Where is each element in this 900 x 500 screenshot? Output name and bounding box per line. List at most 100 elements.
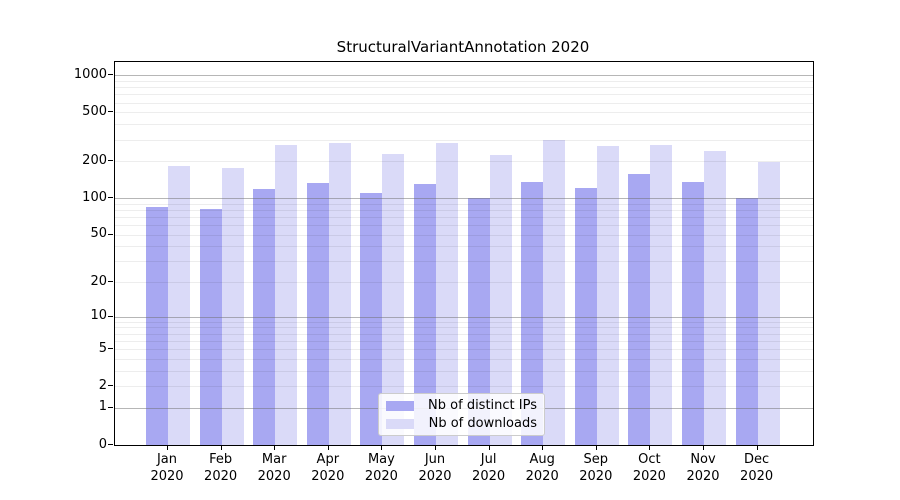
gridline-minor-80 <box>115 209 813 211</box>
x-tick-label-dec: Dec 2020 <box>740 452 774 484</box>
y-tick-mark-100 <box>108 197 113 199</box>
x-tick-mark-sep <box>595 445 597 450</box>
legend-swatch-distinct-ips <box>386 400 414 411</box>
x-tick-mark-dec <box>756 445 758 450</box>
gridline-major-1000 <box>115 75 813 77</box>
bar-sep-downloads <box>596 145 619 445</box>
y-tick-mark-5 <box>108 348 113 350</box>
y-tick-mark-1000 <box>108 74 113 76</box>
bar-sep-distinct-ips <box>574 188 597 445</box>
x-tick-mark-mar <box>274 445 276 450</box>
y-tick-label-0: 0 <box>98 436 107 452</box>
gridline-minor-6 <box>115 340 813 342</box>
y-tick-label-200: 200 <box>82 152 107 168</box>
gridline-minor-9 <box>115 321 813 323</box>
bar-nov-downloads <box>704 150 726 445</box>
y-tick-label-50: 50 <box>90 226 107 242</box>
x-tick-mark-apr <box>327 445 329 450</box>
gridline-minor-8 <box>115 327 813 329</box>
y-tick-mark-10 <box>108 315 113 317</box>
bar-apr-downloads <box>328 143 351 445</box>
plot-area <box>114 61 814 446</box>
y-tick-mark-1 <box>108 406 113 408</box>
x-tick-mark-feb <box>220 445 222 450</box>
bar-dec-downloads <box>757 162 780 445</box>
x-tick-mark-nov <box>703 445 704 450</box>
gridline-minor-900 <box>115 81 813 82</box>
x-tick-label-feb: Feb 2020 <box>204 452 238 484</box>
y-tick-mark-200 <box>108 160 113 162</box>
bar-mar-downloads <box>275 144 298 445</box>
y-tick-label-10: 10 <box>90 308 107 324</box>
bar-jun-downloads <box>436 142 458 445</box>
legend: Nb of distinct IPs Nb of downloads <box>378 393 545 436</box>
bar-oct-distinct-ips <box>628 174 651 445</box>
x-tick-label-jun: Jun 2020 <box>418 452 452 484</box>
x-tick-label-apr: Apr 2020 <box>311 452 345 484</box>
x-tick-label-oct: Oct 2020 <box>632 452 666 484</box>
gridline-minor-70 <box>115 216 813 218</box>
y-tick-mark-2 <box>108 385 113 387</box>
x-tick-mark-oct <box>649 445 651 450</box>
bar-may-downloads <box>382 154 405 445</box>
bar-jan-downloads <box>168 166 190 445</box>
x-tick-mark-jul <box>488 445 490 450</box>
x-tick-label-mar: Mar 2020 <box>257 452 291 484</box>
gridline-minor-7 <box>115 333 813 335</box>
bar-jul-downloads <box>489 154 512 445</box>
gridline-minor-700 <box>115 94 813 96</box>
bar-jan-distinct-ips <box>146 207 168 445</box>
y-tick-mark-50 <box>108 233 113 235</box>
legend-swatch-downloads <box>386 418 414 429</box>
y-tick-mark-20 <box>108 281 113 283</box>
gridline-minor-400 <box>115 124 813 126</box>
bar-jul-distinct-ips <box>467 197 490 445</box>
bar-aug-downloads <box>543 139 566 445</box>
gridline-minor-5 <box>115 349 813 351</box>
gridline-minor-30 <box>115 261 813 263</box>
gridline-minor-2 <box>115 386 813 388</box>
y-tick-label-100: 100 <box>82 189 107 205</box>
bar-oct-downloads <box>650 144 673 445</box>
gridline-minor-300 <box>115 139 813 141</box>
y-tick-mark-500 <box>108 111 113 113</box>
bar-feb-distinct-ips <box>199 208 222 445</box>
bar-aug-distinct-ips <box>521 182 544 445</box>
gridline-major-100 <box>115 198 813 200</box>
x-tick-label-jan: Jan 2020 <box>150 452 184 484</box>
bar-apr-distinct-ips <box>306 183 329 445</box>
legend-item-downloads: Nb of downloads <box>386 416 537 431</box>
bar-dec-distinct-ips <box>735 197 758 445</box>
legend-label-distinct-ips: Nb of distinct IPs <box>428 398 537 413</box>
gridline-minor-40 <box>115 246 813 248</box>
x-tick-label-may: May 2020 <box>364 452 398 484</box>
gridline-minor-50 <box>115 234 813 236</box>
y-tick-mark-0 <box>108 444 113 445</box>
gridline-minor-3 <box>115 370 813 372</box>
bar-nov-distinct-ips <box>682 182 704 445</box>
gridline-minor-500 <box>115 112 813 114</box>
legend-label-downloads: Nb of downloads <box>428 416 537 431</box>
gridline-minor-60 <box>115 225 813 226</box>
legend-item-distinct-ips: Nb of distinct IPs <box>386 398 537 413</box>
y-tick-label-2: 2 <box>98 377 107 393</box>
y-tick-label-5: 5 <box>98 340 107 356</box>
y-tick-label-1: 1 <box>98 399 107 415</box>
gridline-major-10 <box>115 316 813 318</box>
x-tick-mark-jan <box>167 445 168 450</box>
y-tick-label-1000: 1000 <box>73 66 107 82</box>
gridline-minor-600 <box>115 102 813 104</box>
x-tick-mark-jun <box>435 445 436 450</box>
x-tick-label-nov: Nov 2020 <box>686 452 720 484</box>
x-tick-mark-aug <box>542 445 544 450</box>
x-tick-mark-may <box>381 445 383 450</box>
x-tick-label-jul: Jul 2020 <box>472 452 506 484</box>
gridline-minor-200 <box>115 161 813 163</box>
y-tick-label-500: 500 <box>82 103 107 119</box>
x-tick-label-aug: Aug 2020 <box>525 452 559 484</box>
bar-may-distinct-ips <box>360 193 383 445</box>
bar-jun-distinct-ips <box>414 183 436 445</box>
gridline-minor-800 <box>115 87 813 89</box>
bar-feb-downloads <box>221 168 244 445</box>
